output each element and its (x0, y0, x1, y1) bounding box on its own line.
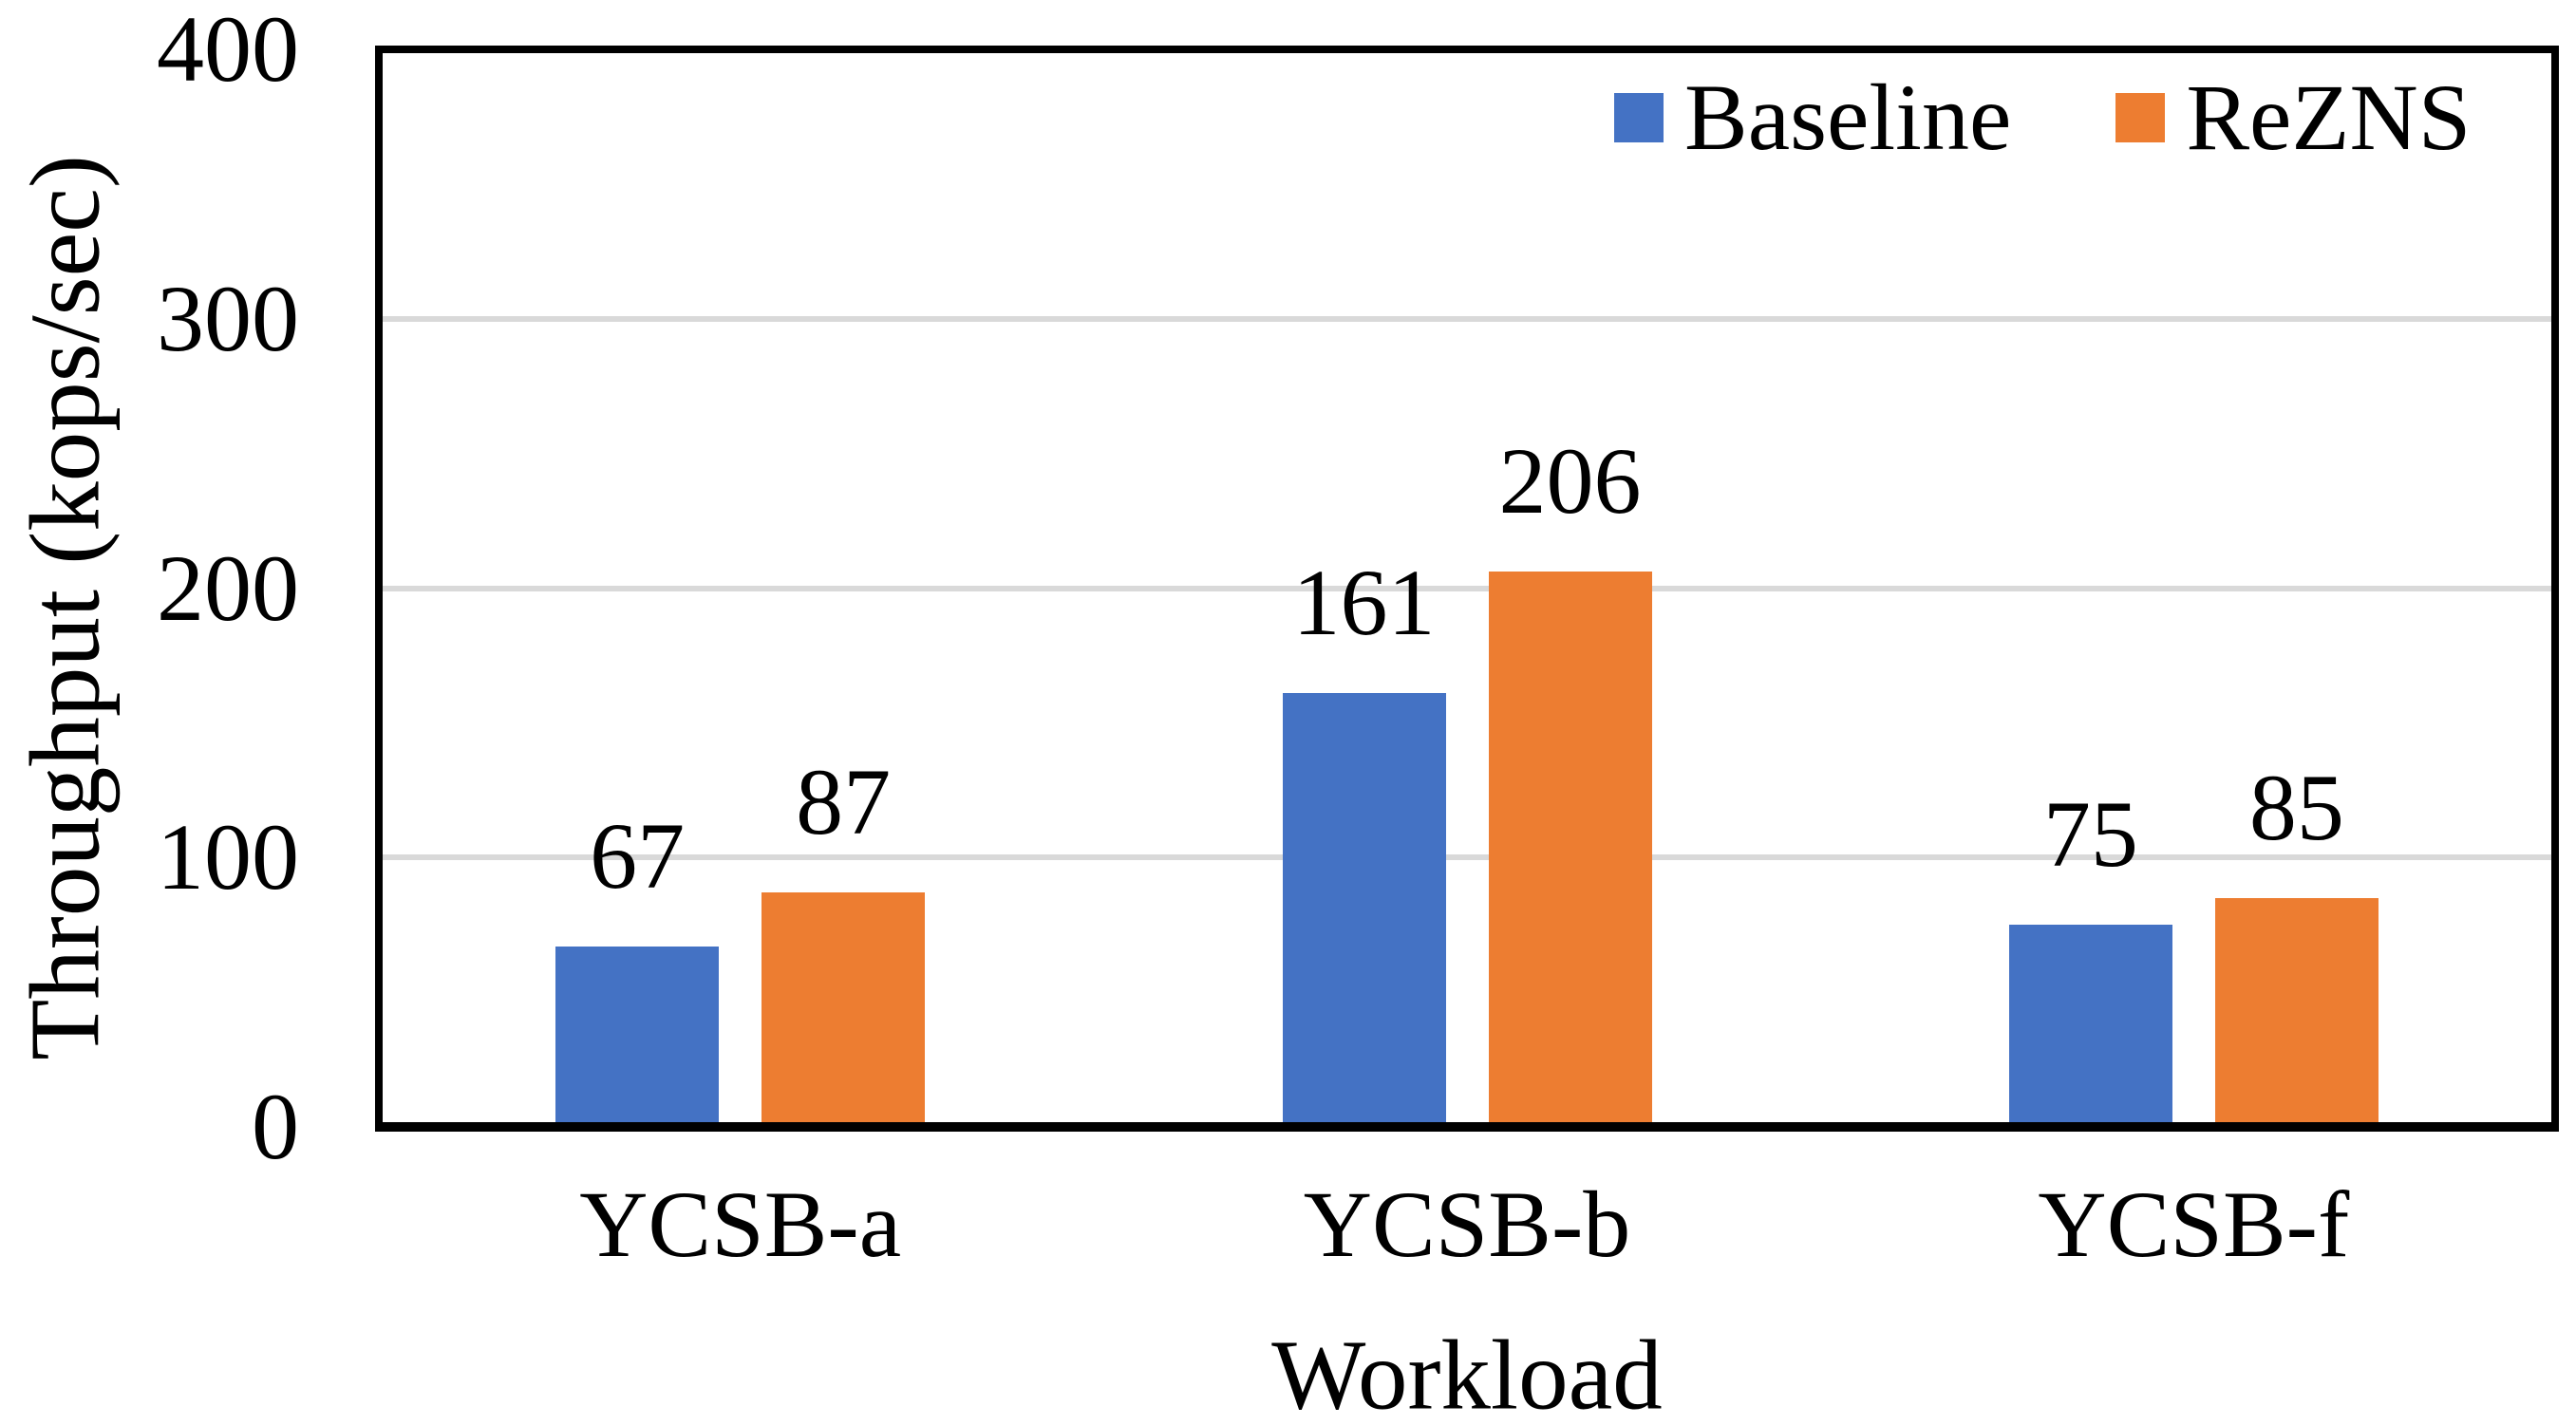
x-tick-label-ycsb-b: YCSB-b (1303, 1172, 1631, 1277)
bar-rezns-ycsb-b (1488, 572, 1652, 1127)
legend-marker-baseline (1614, 93, 1664, 142)
bar-value-label-baseline-ycsb-a: 67 (590, 802, 686, 909)
x-tick-label-ycsb-f: YCSB-f (2038, 1172, 2350, 1277)
x-axis-title: Workload (1271, 1319, 1663, 1425)
bar-value-label-baseline-ycsb-b: 161 (1292, 550, 1436, 656)
bar-value-label-rezns-ycsb-a: 87 (796, 749, 892, 855)
gridline-200 (383, 585, 2551, 591)
y-tick-label-300: 300 (157, 265, 299, 371)
legend-item-baseline: Baseline (1614, 65, 2012, 170)
legend-marker-rezns (2115, 93, 2166, 142)
bar-rezns-ycsb-f (2214, 897, 2379, 1127)
gridline-300 (383, 315, 2551, 322)
y-tick-label-100: 100 (157, 804, 299, 910)
bar-baseline-ycsb-b (1282, 693, 1446, 1127)
bar-value-label-rezns-ycsb-f: 85 (2248, 754, 2344, 860)
plot-area-border (375, 46, 2559, 1132)
legend-item-rezns: ReZNS (2115, 65, 2472, 170)
bar-baseline-ycsb-f (2008, 925, 2172, 1127)
gridline-100 (383, 854, 2551, 861)
legend-label-baseline: Baseline (1684, 65, 2012, 170)
bar-value-label-rezns-ycsb-b: 206 (1498, 428, 1642, 534)
bar-rezns-ycsb-a (762, 892, 926, 1127)
bar-value-label-baseline-ycsb-f: 75 (2042, 781, 2138, 888)
bar-baseline-ycsb-a (555, 946, 720, 1127)
legend: Baseline ReZNS (1614, 65, 2472, 170)
legend-label-rezns: ReZNS (2186, 65, 2472, 170)
y-tick-label-400: 400 (157, 0, 299, 102)
y-tick-label-200: 200 (157, 534, 299, 641)
x-tick-label-ycsb-a: YCSB-a (579, 1172, 902, 1277)
y-tick-label-0: 0 (252, 1074, 299, 1179)
